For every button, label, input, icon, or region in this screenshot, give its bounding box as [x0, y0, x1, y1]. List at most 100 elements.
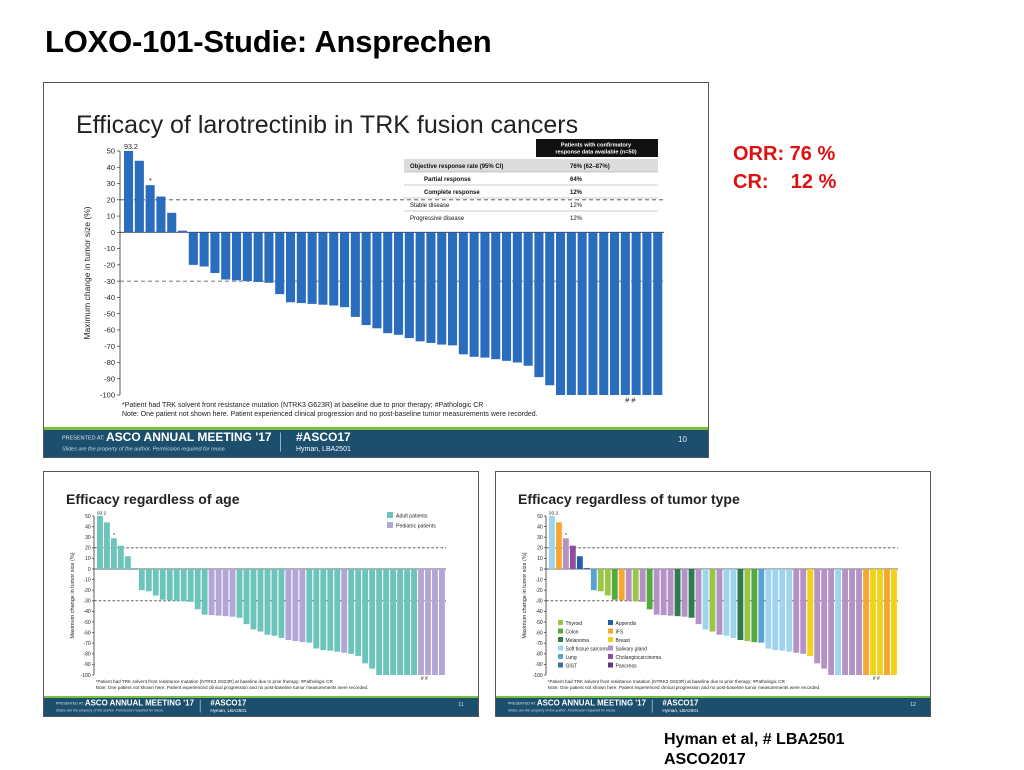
waterfall-bar — [341, 569, 348, 653]
waterfall-bar — [576, 556, 583, 569]
waterfall-bar — [286, 232, 296, 303]
table-header-cell — [536, 139, 658, 157]
waterfall-bar — [716, 569, 723, 635]
waterfall-bar — [891, 569, 897, 675]
waterfall-bar — [469, 232, 479, 357]
legend-swatch — [608, 654, 613, 659]
y-tick-label: 30 — [107, 179, 115, 188]
y-axis-label: Maximum change in tumor size (%) — [522, 552, 528, 638]
waterfall-bar — [695, 569, 702, 625]
table-row-label: Partial response — [424, 177, 471, 183]
waterfall-bar — [362, 569, 369, 664]
y-tick-label: -40 — [535, 609, 542, 615]
table-header-line-1: Patients with confirmatory — [561, 143, 632, 149]
table-row-value: 12% — [570, 216, 583, 222]
waterfall-bar — [404, 232, 414, 339]
waterfall-bar — [758, 569, 765, 643]
waterfall-bar — [863, 569, 869, 675]
footer-presented-at: PRESENTED AT: — [508, 701, 536, 705]
waterfall-bar — [313, 569, 320, 649]
legend-swatch — [558, 662, 563, 668]
waterfall-bar — [828, 569, 835, 675]
orr-line: ORR: 76 % — [733, 143, 836, 165]
waterfall-bar — [397, 569, 404, 675]
waterfall-bar — [350, 232, 360, 317]
y-tick-label: 50 — [85, 514, 91, 520]
waterfall-bar — [180, 569, 187, 602]
waterfall-bar — [187, 569, 194, 602]
waterfall-bar — [221, 232, 231, 280]
y-tick-label: 30 — [537, 535, 543, 541]
waterfall-bar — [849, 569, 856, 675]
citation: Hyman et al, # LBA2501 ASCO2017 — [664, 730, 845, 770]
y-tick-label: -80 — [535, 652, 542, 658]
waterfall-bar — [383, 569, 390, 675]
y-tick-label: 40 — [107, 163, 115, 172]
waterfall-bar — [307, 232, 317, 304]
y-tick-label: -40 — [104, 293, 115, 302]
y-tick-label: -70 — [535, 641, 542, 647]
footer-slides-note: Slides are the property of the author. P… — [62, 446, 226, 452]
waterfall-bar — [688, 569, 695, 618]
waterfall-bar — [194, 569, 201, 610]
waterfall-bar — [884, 569, 890, 675]
waterfall-bar — [432, 569, 438, 675]
waterfall-bar — [232, 232, 242, 281]
y-tick-label: -60 — [535, 630, 542, 636]
waterfall-bar — [786, 569, 793, 652]
waterfall-bar — [730, 569, 737, 638]
legend-label: Appendix — [616, 621, 637, 627]
response-summary: ORR: 76 % CR: 12 % — [733, 140, 836, 196]
waterfall-bar — [348, 569, 355, 654]
waterfall-bar — [318, 232, 328, 305]
footnote-1: *Patient had TRK solvent front resistanc… — [122, 402, 483, 409]
waterfall-bar — [588, 232, 598, 395]
chart-title: Efficacy regardless of tumor type — [518, 491, 740, 507]
waterfall-bar — [709, 569, 716, 632]
waterfall-bar — [138, 569, 145, 591]
waterfall-bar — [856, 569, 862, 675]
footer-slide-number: 12 — [910, 702, 916, 708]
waterfall-bar — [131, 567, 138, 569]
waterfall-bar — [188, 232, 198, 265]
waterfall-bar — [124, 556, 131, 569]
waterfall-bar — [296, 232, 306, 304]
y-tick-label: -50 — [104, 309, 115, 318]
waterfall-bar — [610, 232, 620, 395]
waterfall-bar — [415, 232, 425, 342]
waterfall-bar — [835, 569, 842, 675]
legend-label: Melanoma — [566, 638, 590, 644]
y-tick-label: -10 — [535, 577, 542, 583]
waterfall-bar — [814, 569, 821, 664]
waterfall-bar — [737, 569, 744, 641]
waterfall-bar — [292, 569, 299, 642]
waterfall-bar — [793, 569, 800, 653]
y-tick-label: -30 — [83, 599, 90, 605]
table-row-label: Objective response rate (95% CI) — [410, 164, 503, 170]
y-tick-label: 10 — [107, 212, 115, 221]
table-row-label: Stable disease — [410, 203, 450, 209]
citation-line-2: ASCO2017 — [664, 751, 746, 768]
waterfall-bar — [631, 232, 641, 395]
waterfall-bar — [556, 232, 566, 395]
waterfall-bar — [299, 569, 306, 643]
waterfall-bar — [751, 569, 758, 643]
waterfall-bar — [642, 232, 652, 395]
y-tick-label: 10 — [85, 556, 91, 562]
footer-slide-number: 10 — [678, 435, 687, 444]
page-title: LOXO-101-Studie: Ansprechen — [45, 24, 492, 59]
legend-swatch — [387, 512, 393, 518]
waterfall-bar — [257, 569, 264, 632]
footer-divider — [199, 699, 201, 713]
waterfall-bar — [418, 569, 424, 675]
y-tick-label: 0 — [111, 228, 115, 237]
waterfall-bar — [250, 569, 257, 630]
legend-label: Breast — [616, 638, 631, 644]
pathologic-cr-marks: # # — [421, 676, 428, 682]
table-row-label: Complete response — [424, 190, 480, 196]
legend-swatch — [608, 645, 613, 651]
waterfall-bar — [800, 569, 807, 654]
legend-label: GIST — [566, 663, 578, 669]
waterfall-bar — [674, 569, 681, 617]
waterfall-bar — [278, 569, 285, 638]
